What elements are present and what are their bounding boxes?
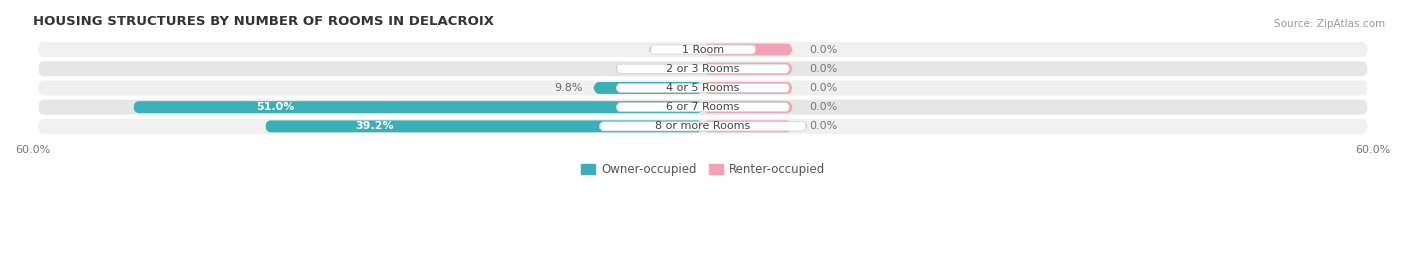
Text: 0.0%: 0.0% [808,121,838,131]
Text: 0.0%: 0.0% [808,45,838,55]
Text: 6 or 7 Rooms: 6 or 7 Rooms [666,102,740,112]
FancyBboxPatch shape [703,82,793,94]
FancyBboxPatch shape [38,100,1368,115]
FancyBboxPatch shape [616,102,790,112]
FancyBboxPatch shape [616,64,790,73]
Text: 9.8%: 9.8% [554,83,582,93]
FancyBboxPatch shape [616,83,790,93]
FancyBboxPatch shape [38,119,1368,134]
FancyBboxPatch shape [134,101,703,113]
FancyBboxPatch shape [703,63,793,75]
FancyBboxPatch shape [38,42,1368,57]
Text: 0.0%: 0.0% [658,45,686,55]
Text: 51.0%: 51.0% [256,102,295,112]
FancyBboxPatch shape [38,80,1368,95]
FancyBboxPatch shape [38,61,1368,76]
FancyBboxPatch shape [593,82,703,94]
Text: Source: ZipAtlas.com: Source: ZipAtlas.com [1274,19,1385,29]
Text: 0.0%: 0.0% [808,64,838,74]
FancyBboxPatch shape [703,44,793,55]
FancyBboxPatch shape [650,45,756,54]
Text: 0.0%: 0.0% [658,64,686,74]
Text: 1 Room: 1 Room [682,45,724,55]
Text: 4 or 5 Rooms: 4 or 5 Rooms [666,83,740,93]
FancyBboxPatch shape [703,121,793,132]
Text: 0.0%: 0.0% [808,102,838,112]
FancyBboxPatch shape [264,121,703,132]
Text: 0.0%: 0.0% [808,83,838,93]
Legend: Owner-occupied, Renter-occupied: Owner-occupied, Renter-occupied [576,158,830,180]
Text: 39.2%: 39.2% [356,121,394,131]
Text: 8 or more Rooms: 8 or more Rooms [655,121,751,131]
Text: 2 or 3 Rooms: 2 or 3 Rooms [666,64,740,74]
FancyBboxPatch shape [599,122,807,131]
FancyBboxPatch shape [703,101,793,113]
Text: HOUSING STRUCTURES BY NUMBER OF ROOMS IN DELACROIX: HOUSING STRUCTURES BY NUMBER OF ROOMS IN… [32,15,494,28]
